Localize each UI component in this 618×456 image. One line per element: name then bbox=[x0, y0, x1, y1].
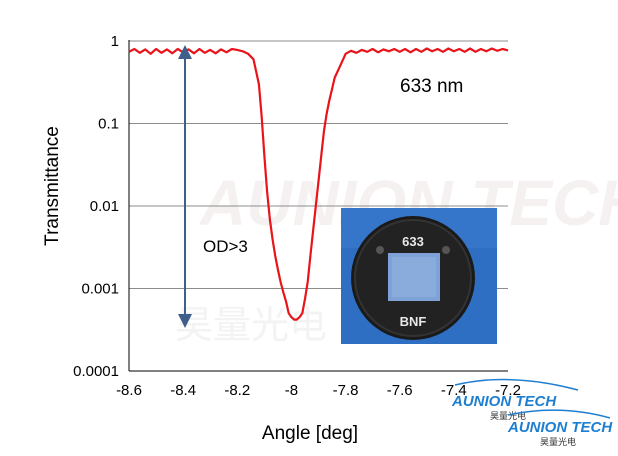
logo-text-top: AUNION TECH bbox=[451, 393, 557, 410]
y-tick-label: 0.0001 bbox=[73, 363, 119, 380]
x-tick-label: -7.6 bbox=[387, 382, 413, 399]
series-line bbox=[128, 47, 509, 321]
y-tick-label: 0.01 bbox=[90, 198, 119, 215]
x-tick-label: -7.8 bbox=[333, 382, 359, 399]
watermark-chinese: 昊量光电 bbox=[175, 303, 327, 347]
x-tick-label: -8 bbox=[285, 382, 298, 399]
x-tick-label: -8.6 bbox=[116, 382, 142, 399]
photo-label-top: 633 bbox=[402, 234, 424, 249]
y-tick-label: 0.001 bbox=[81, 281, 119, 298]
x-axis-title: Angle [deg] bbox=[262, 423, 358, 444]
logo-text-bottom: AUNION TECH bbox=[507, 419, 613, 436]
y-tick-label: 1 bbox=[111, 33, 119, 50]
x-tick-label: -7.2 bbox=[495, 382, 521, 399]
x-tick-label: -8.2 bbox=[224, 382, 250, 399]
mount-hole-right bbox=[442, 246, 450, 254]
x-tick-labels: -8.6 -8.4 -8.2 -8 -7.8 -7.6 -7.4 -7.2 bbox=[116, 382, 521, 399]
mount-hole-left bbox=[376, 246, 384, 254]
filter-photo: 633 BNF bbox=[341, 208, 497, 344]
x-tick-label: -7.4 bbox=[441, 382, 467, 399]
photo-label-bottom: BNF bbox=[400, 314, 427, 329]
y-tick-labels: 1 0.1 0.01 0.001 0.0001 bbox=[73, 33, 119, 380]
company-logo: AUNION TECH 昊量光电 AUNION TECH 昊量光电 bbox=[451, 378, 613, 448]
y-axis-title: Transmittance bbox=[42, 126, 63, 246]
wavelength-label: 633 nm bbox=[400, 76, 463, 97]
axes bbox=[128, 40, 508, 372]
od-label: OD>3 bbox=[203, 237, 248, 256]
x-tick-label: -8.4 bbox=[170, 382, 196, 399]
logo-cn-bottom: 昊量光电 bbox=[540, 436, 576, 448]
y-tick-label: 0.1 bbox=[98, 116, 119, 133]
